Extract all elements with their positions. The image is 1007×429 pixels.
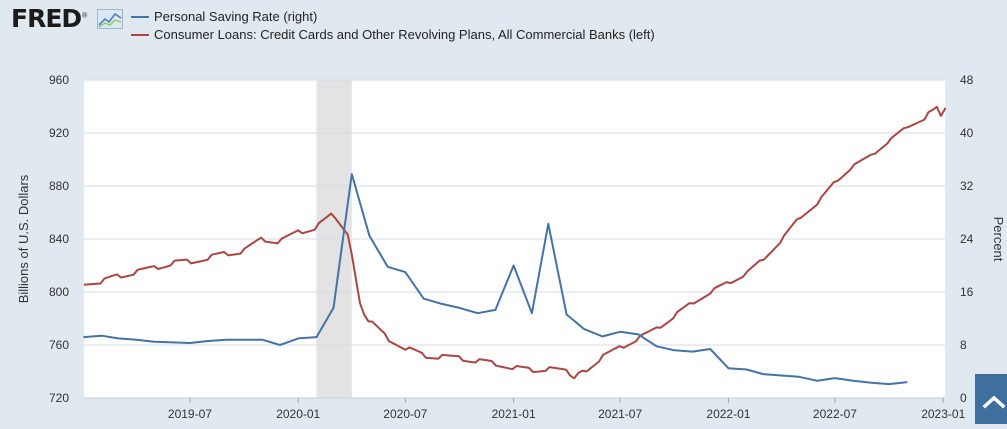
left-axis-title: Billions of U.S. Dollars	[16, 174, 31, 303]
left-axis-tick: 800	[49, 285, 69, 299]
left-axis-tick: 760	[49, 338, 69, 352]
legend-swatch-consumer-loans	[131, 33, 149, 36]
right-axis-tick-labels: 0 8 16 24 32 40 48	[960, 73, 974, 405]
chart-line-icon	[97, 9, 123, 29]
right-axis-tick: 8	[960, 338, 967, 352]
left-axis-tick: 880	[49, 179, 69, 193]
fred-logo[interactable]: FRED®	[11, 4, 89, 33]
gridlines	[84, 79, 945, 399]
legend-label-saving-rate: Personal Saving Rate (right)	[154, 9, 318, 24]
expand-button[interactable]	[975, 374, 1007, 424]
chart-header: FRED® Personal Saving Rate (right) Consu…	[0, 0, 1007, 50]
x-axis-tick: 2022-01	[706, 407, 750, 421]
right-axis-tick: 48	[960, 73, 974, 87]
right-axis-tick: 24	[960, 232, 974, 246]
left-axis-tick: 920	[49, 126, 69, 140]
left-axis-tick: 960	[49, 73, 69, 87]
x-axis-tick: 2019-07	[168, 407, 212, 421]
x-axis-tick: 2020-01	[276, 407, 320, 421]
legend-label-consumer-loans: Consumer Loans: Credit Cards and Other R…	[154, 27, 655, 42]
x-axis-tick: 2021-01	[492, 407, 536, 421]
series-line-consumer-loans	[83, 105, 946, 380]
left-axis-tick-labels: 720 760 800 840 880 920 960	[49, 73, 69, 405]
left-axis-tick: 840	[49, 232, 69, 246]
x-axis-tick: 2022-07	[813, 407, 857, 421]
x-axis-tick: 2020-07	[383, 407, 427, 421]
chevron-up-icon	[982, 395, 1006, 409]
series-line-saving-rate	[83, 173, 908, 386]
legend: Personal Saving Rate (right) Consumer Lo…	[131, 8, 655, 44]
legend-item-consumer-loans[interactable]: Consumer Loans: Credit Cards and Other R…	[131, 26, 655, 44]
x-axis-tick: 2023-01	[921, 407, 965, 421]
right-axis-tick: 16	[960, 285, 974, 299]
x-axis-tick: 2021-07	[598, 407, 642, 421]
right-axis-title: Percent	[991, 217, 1006, 262]
x-axis-tick-labels: 2019-07 2020-01 2020-07 2021-01 2021-07 2022-…	[168, 398, 966, 421]
series-layer	[83, 105, 946, 386]
left-axis-tick: 720	[49, 391, 69, 405]
legend-item-saving-rate[interactable]: Personal Saving Rate (right)	[131, 8, 655, 26]
right-axis-tick: 40	[960, 126, 974, 140]
legend-swatch-saving-rate	[131, 15, 149, 18]
right-axis-tick: 0	[960, 391, 967, 405]
right-axis-tick: 32	[960, 179, 974, 193]
